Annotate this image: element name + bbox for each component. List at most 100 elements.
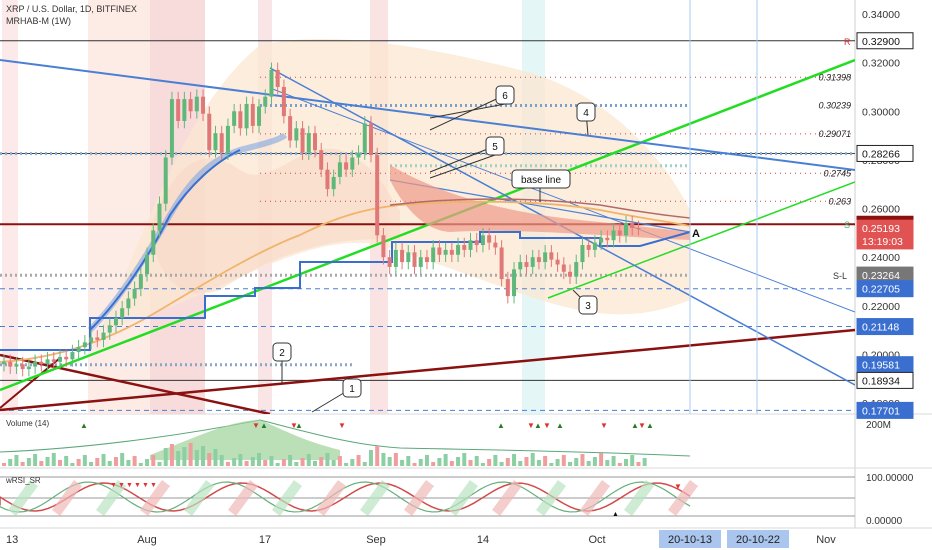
- candle[interactable]: [64, 356, 69, 360]
- candle[interactable]: [617, 230, 622, 236]
- candle[interactable]: [530, 257, 535, 267]
- candle[interactable]: [568, 271, 573, 277]
- candle[interactable]: [319, 150, 324, 170]
- main-price-pane[interactable]: [0, 0, 855, 528]
- candle[interactable]: [269, 69, 274, 97]
- candle[interactable]: [344, 162, 349, 170]
- candle[interactable]: [151, 230, 156, 255]
- candle[interactable]: [630, 223, 635, 229]
- candle[interactable]: [580, 245, 585, 263]
- candle[interactable]: [424, 257, 429, 263]
- candle[interactable]: [443, 249, 448, 255]
- candle[interactable]: [39, 361, 44, 365]
- candle[interactable]: [605, 237, 610, 241]
- candle[interactable]: [213, 133, 218, 151]
- candle[interactable]: [381, 235, 386, 258]
- candle[interactable]: [387, 257, 392, 267]
- candle[interactable]: [543, 252, 548, 263]
- candle[interactable]: [474, 240, 479, 246]
- candle[interactable]: [82, 342, 87, 348]
- candle[interactable]: [555, 259, 560, 265]
- candle[interactable]: [14, 364, 19, 367]
- candle[interactable]: [499, 247, 504, 280]
- candle[interactable]: [238, 111, 243, 129]
- candle[interactable]: [219, 133, 224, 153]
- candle[interactable]: [375, 155, 380, 236]
- candle[interactable]: [207, 113, 212, 151]
- candle[interactable]: [263, 96, 268, 107]
- candle[interactable]: [57, 356, 62, 362]
- candle[interactable]: [300, 128, 305, 153]
- candle[interactable]: [362, 123, 367, 153]
- candle[interactable]: [126, 298, 131, 309]
- candle[interactable]: [2, 361, 6, 365]
- candle[interactable]: [113, 318, 118, 326]
- candle[interactable]: [157, 203, 162, 231]
- candle[interactable]: [232, 111, 237, 126]
- time-axis[interactable]: 13 Aug 17 Sep 14 Oct Nov 20-10-13 20-10-22: [6, 530, 836, 548]
- candle[interactable]: [480, 235, 485, 246]
- candle[interactable]: [356, 152, 361, 158]
- candle[interactable]: [138, 274, 143, 289]
- candle[interactable]: [561, 264, 566, 272]
- candle[interactable]: [518, 262, 523, 270]
- candle[interactable]: [337, 162, 342, 177]
- candle[interactable]: [549, 252, 554, 260]
- volume-pane[interactable]: ▲ ▲▼ ▲▼ ▼ ▲ ▼ ▲ ▼ ▲ ▼ ▲ ▼ ▲: [0, 419, 691, 466]
- candle[interactable]: [306, 133, 311, 153]
- candle[interactable]: [45, 359, 50, 365]
- candle[interactable]: [76, 347, 81, 353]
- candle[interactable]: [586, 245, 591, 250]
- candle[interactable]: [8, 361, 13, 367]
- candle[interactable]: [288, 116, 293, 141]
- candle[interactable]: [493, 242, 498, 248]
- candle[interactable]: [145, 254, 150, 275]
- candle[interactable]: [20, 364, 25, 370]
- candle[interactable]: [418, 257, 423, 267]
- candle[interactable]: [636, 228, 641, 230]
- candle[interactable]: [163, 157, 168, 204]
- candle[interactable]: [468, 240, 473, 250]
- candle[interactable]: [393, 249, 398, 267]
- candle[interactable]: [512, 269, 517, 297]
- candle[interactable]: [431, 247, 436, 263]
- candle[interactable]: [201, 96, 206, 114]
- candle[interactable]: [294, 128, 299, 141]
- candle[interactable]: [132, 288, 137, 299]
- candle[interactable]: [169, 99, 174, 158]
- candle[interactable]: [524, 262, 529, 267]
- candle[interactable]: [188, 99, 193, 112]
- candle[interactable]: [244, 103, 249, 129]
- candle[interactable]: [505, 279, 510, 297]
- candle[interactable]: [120, 308, 125, 318]
- candle[interactable]: [449, 249, 454, 255]
- candle[interactable]: [368, 123, 373, 156]
- candle[interactable]: [536, 257, 541, 263]
- candle[interactable]: [70, 352, 75, 360]
- candle[interactable]: [599, 237, 604, 243]
- candle[interactable]: [350, 157, 355, 170]
- candle[interactable]: [281, 86, 286, 117]
- candle[interactable]: [574, 262, 579, 277]
- candle[interactable]: [313, 133, 317, 151]
- candle[interactable]: [257, 106, 262, 126]
- candle[interactable]: [89, 337, 94, 343]
- candle[interactable]: [95, 337, 100, 340]
- candle[interactable]: [331, 176, 336, 190]
- candle[interactable]: [101, 332, 106, 340]
- candle[interactable]: [400, 249, 405, 263]
- candle[interactable]: [107, 325, 112, 333]
- candle[interactable]: [611, 230, 616, 241]
- candle[interactable]: [275, 69, 280, 87]
- candle[interactable]: [456, 245, 461, 255]
- candle[interactable]: [176, 99, 181, 122]
- candle[interactable]: [182, 99, 187, 122]
- candle[interactable]: [462, 245, 467, 250]
- candle[interactable]: [194, 96, 199, 112]
- candle[interactable]: [26, 366, 31, 370]
- candle[interactable]: [325, 169, 330, 190]
- candle[interactable]: [592, 242, 597, 250]
- candle[interactable]: [51, 359, 56, 362]
- candle[interactable]: [250, 103, 255, 126]
